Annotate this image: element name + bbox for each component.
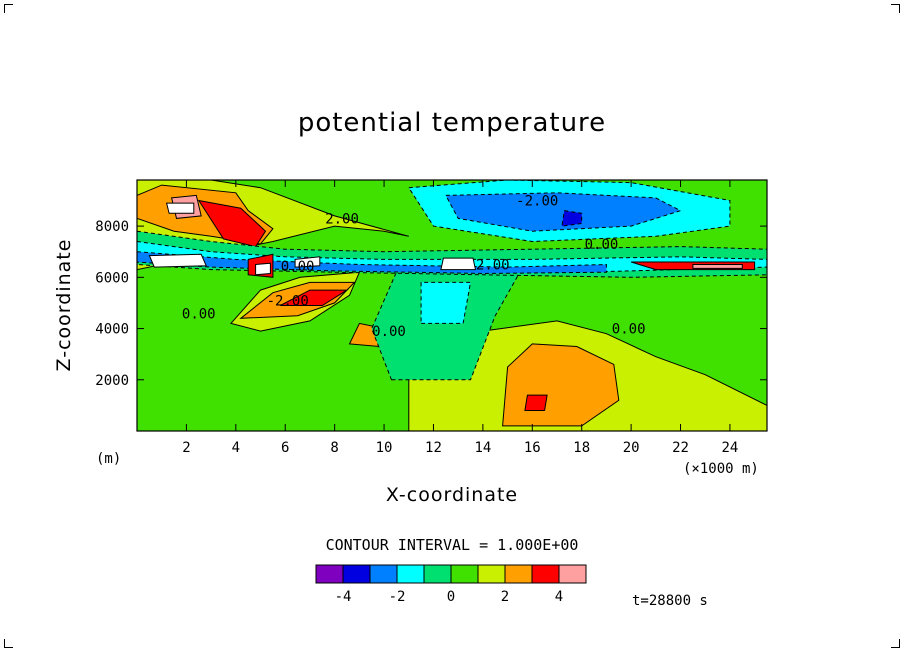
colorbar-tick-label: -4 bbox=[335, 589, 352, 605]
contour-region bbox=[440, 257, 477, 271]
contour-region bbox=[165, 202, 195, 214]
contour-region bbox=[255, 262, 271, 276]
colorbar-swatch bbox=[423, 564, 452, 584]
corner-mark-top-left bbox=[4, 4, 13, 13]
y-axis-unit: (m) bbox=[96, 451, 122, 467]
x-tick-label: 20 bbox=[623, 440, 640, 456]
x-tick-label: 10 bbox=[376, 440, 393, 456]
x-tick-label: 8 bbox=[330, 440, 338, 456]
contour-region bbox=[444, 192, 682, 232]
contour-region bbox=[420, 281, 472, 324]
contour-region bbox=[561, 210, 583, 227]
contour-label: 2.00 bbox=[325, 212, 359, 228]
x-tick-label: 12 bbox=[425, 440, 442, 456]
corner-mark-bottom-right bbox=[891, 639, 900, 648]
contour-region bbox=[294, 256, 321, 268]
colorbar-tick-label: 0 bbox=[447, 589, 455, 605]
x-tick-label: 18 bbox=[573, 440, 590, 456]
contour-region bbox=[692, 264, 743, 269]
x-axis-label: X-coordinate bbox=[385, 484, 519, 506]
x-tick-label: 14 bbox=[474, 440, 491, 456]
contour-label: 0.00 bbox=[182, 306, 216, 322]
contour-label: -2.00 bbox=[516, 194, 558, 210]
contour-label: 0.00 bbox=[585, 237, 619, 253]
x-axis-unit: (×1000 m) bbox=[683, 461, 759, 477]
x-tick-label: 16 bbox=[524, 440, 541, 456]
colorbar-tick-label: -2 bbox=[389, 589, 406, 605]
x-tick-label: 4 bbox=[232, 440, 240, 456]
contour-region bbox=[148, 253, 207, 268]
x-tick-label: 24 bbox=[722, 440, 739, 456]
corner-mark-top-right bbox=[891, 4, 900, 13]
colorbar-swatch bbox=[450, 564, 479, 584]
y-tick-label: 4000 bbox=[95, 322, 129, 338]
contour-region bbox=[280, 289, 349, 306]
time-label: t=28800 s bbox=[632, 593, 708, 609]
colorbar-swatch bbox=[504, 564, 533, 584]
colorbar-swatch bbox=[315, 564, 344, 584]
y-tick-label: 8000 bbox=[95, 219, 129, 235]
colorbar-swatch bbox=[531, 564, 560, 584]
colorbar-swatch bbox=[369, 564, 398, 584]
x-tick-label: 22 bbox=[672, 440, 689, 456]
plot-frame bbox=[136, 179, 768, 432]
contour-region bbox=[197, 199, 267, 248]
chart-title: potential temperature bbox=[297, 108, 607, 138]
y-tick-label: 2000 bbox=[95, 373, 129, 389]
y-tick-label: 6000 bbox=[95, 270, 129, 286]
contour-interval-label: CONTOUR INTERVAL = 1.000E+00 bbox=[325, 536, 579, 554]
contour-label: 0.00 bbox=[281, 259, 315, 275]
contour-label: 0.00 bbox=[372, 324, 406, 340]
contour-label: -2.00 bbox=[267, 294, 309, 310]
colorbar-swatch bbox=[558, 564, 587, 584]
contour-label: 2.00 bbox=[476, 258, 510, 274]
colorbar-tick-label: 4 bbox=[555, 589, 563, 605]
x-tick-label: 2 bbox=[182, 440, 190, 456]
x-tick-label: 6 bbox=[281, 440, 289, 456]
corner-mark-bottom-left bbox=[4, 639, 13, 648]
colorbar-swatch bbox=[477, 564, 506, 584]
colorbar-swatch bbox=[342, 564, 371, 584]
y-axis-label: Z-coordinate bbox=[53, 238, 75, 372]
contour-region bbox=[524, 394, 548, 411]
contour-label: 0.00 bbox=[612, 322, 646, 338]
colorbar-tick-label: 2 bbox=[501, 589, 509, 605]
colorbar-swatch bbox=[396, 564, 425, 584]
